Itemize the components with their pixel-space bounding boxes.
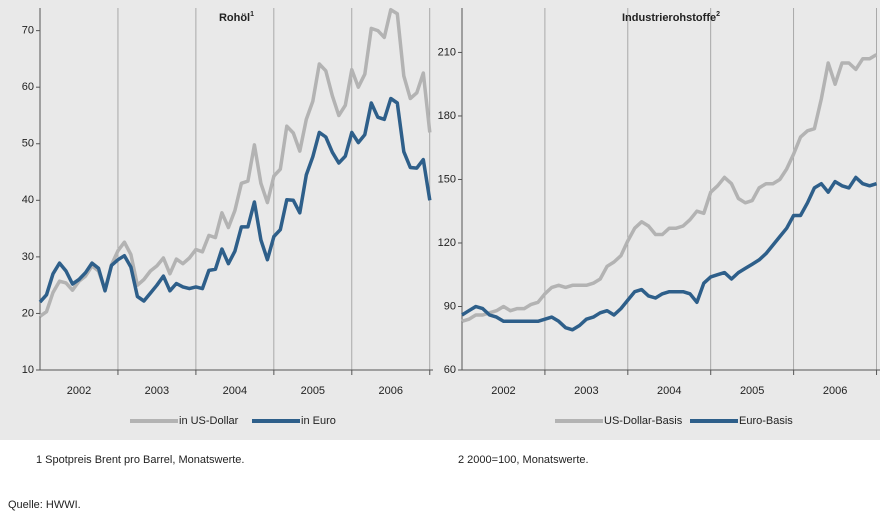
data-line — [461, 175, 878, 332]
y-tick-label: 60 — [444, 364, 456, 376]
y-tick-label: 20 — [22, 307, 34, 319]
title-text: Rohöl — [219, 12, 250, 24]
y-tick-label: 50 — [22, 138, 34, 150]
x-tick-label: 2004 — [657, 385, 681, 397]
x-tick-label: 2002 — [491, 385, 515, 397]
x-tick-label: 2005 — [740, 385, 764, 397]
data-line — [38, 96, 432, 304]
x-tick-label: 2005 — [301, 385, 325, 397]
x-tick-label: 2003 — [145, 385, 169, 397]
footnote: 2 2000=100, Monatswerte. — [458, 454, 589, 466]
title-note: 1 — [250, 11, 254, 18]
y-tick-label: 70 — [22, 25, 34, 37]
y-tick-label: 90 — [444, 300, 456, 312]
title-note: 2 — [716, 11, 720, 18]
x-tick-label: 2006 — [823, 385, 847, 397]
legend-label: US-Dollar-Basis — [604, 415, 683, 427]
y-tick-label: 210 — [438, 46, 456, 58]
chart-title: Rohöl1 — [219, 11, 254, 24]
y-tick-label: 10 — [22, 364, 34, 376]
y-tick-label: 40 — [22, 194, 34, 206]
x-tick-label: 2006 — [379, 385, 403, 397]
title-text: Industrierohstoffe — [622, 12, 716, 24]
x-tick-label: 2002 — [67, 385, 91, 397]
x-tick-label: 2003 — [574, 385, 598, 397]
y-tick-label: 30 — [22, 251, 34, 263]
y-tick-label: 120 — [438, 237, 456, 249]
x-tick-label: 2004 — [223, 385, 247, 397]
footnote: 1 Spotpreis Brent pro Barrel, Monatswert… — [36, 454, 244, 466]
y-tick-label: 60 — [22, 81, 34, 93]
y-tick-label: 150 — [438, 173, 456, 185]
legend-label: in US-Dollar — [179, 415, 239, 427]
source: Quelle: HWWI. — [8, 499, 81, 511]
plot-area — [462, 8, 880, 370]
y-tick-label: 180 — [438, 110, 456, 122]
legend-label: in Euro — [301, 415, 336, 427]
data-line — [461, 53, 878, 323]
legend-label: Euro-Basis — [739, 415, 793, 427]
chart-title: Industrierohstoffe2 — [622, 11, 720, 24]
plot-area — [40, 8, 433, 370]
